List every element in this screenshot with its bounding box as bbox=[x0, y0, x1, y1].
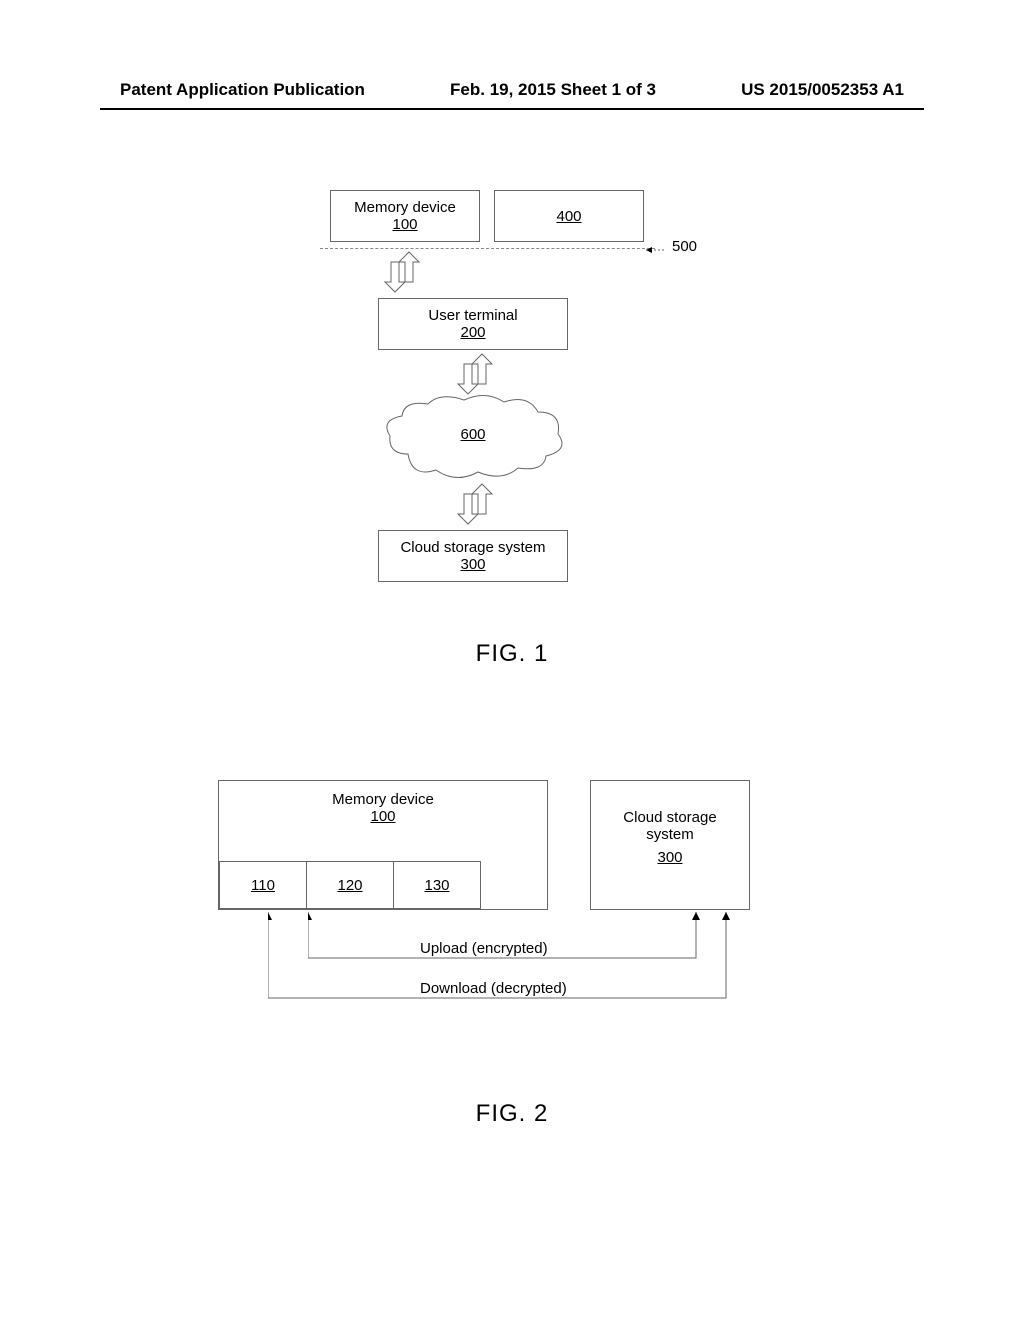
bidir-arrow-icon bbox=[454, 350, 494, 398]
label-user-terminal: User terminal bbox=[383, 307, 563, 324]
boundary-line-500 bbox=[320, 248, 655, 249]
box-memory-device-100-fig2: Memory device 100 110 120 130 bbox=[218, 780, 548, 910]
caption-fig2: FIG. 2 bbox=[0, 1100, 1024, 1128]
ref-100: 100 bbox=[335, 216, 475, 233]
ref-600: 600 bbox=[378, 426, 568, 443]
ref-300-fig2: 300 bbox=[591, 849, 749, 866]
ref-200: 200 bbox=[383, 324, 563, 341]
caption-fig1: FIG. 1 bbox=[0, 640, 1024, 668]
header-left: Patent Application Publication bbox=[120, 80, 365, 100]
bidir-arrow-icon bbox=[454, 480, 494, 528]
box-memory-device-100: Memory device 100 bbox=[330, 190, 480, 242]
label-memory-device: Memory device bbox=[335, 199, 475, 216]
memory-partitions: 110 120 130 bbox=[219, 861, 481, 909]
ref-100-fig2: 100 bbox=[219, 808, 547, 825]
bidir-arrow-icon bbox=[381, 248, 421, 296]
page-header: Patent Application Publication Feb. 19, … bbox=[0, 80, 1024, 100]
label-cloud-storage-l2: system bbox=[591, 826, 749, 843]
label-500: 500 bbox=[672, 238, 697, 255]
ref-300: 300 bbox=[383, 556, 563, 573]
header-rule bbox=[100, 108, 924, 110]
cell-110: 110 bbox=[219, 861, 307, 909]
header-right: US 2015/0052353 A1 bbox=[741, 80, 904, 100]
label-memory-device-fig2: Memory device bbox=[219, 791, 547, 808]
cell-120: 120 bbox=[307, 861, 394, 909]
ref-400: 400 bbox=[556, 208, 581, 225]
box-cloud-storage-300: Cloud storage system 300 bbox=[378, 530, 568, 582]
box-user-terminal-200: User terminal 200 bbox=[378, 298, 568, 350]
cell-130: 130 bbox=[394, 861, 481, 909]
box-cloud-storage-300-fig2: Cloud storage system 300 bbox=[590, 780, 750, 910]
label-cloud-storage-l1: Cloud storage bbox=[591, 809, 749, 826]
label-cloud-storage: Cloud storage system bbox=[383, 539, 563, 556]
header-center: Feb. 19, 2015 Sheet 1 of 3 bbox=[450, 80, 656, 100]
download-label: Download (decrypted) bbox=[420, 980, 567, 997]
leader-500 bbox=[646, 246, 672, 254]
box-400: 400 bbox=[494, 190, 644, 242]
